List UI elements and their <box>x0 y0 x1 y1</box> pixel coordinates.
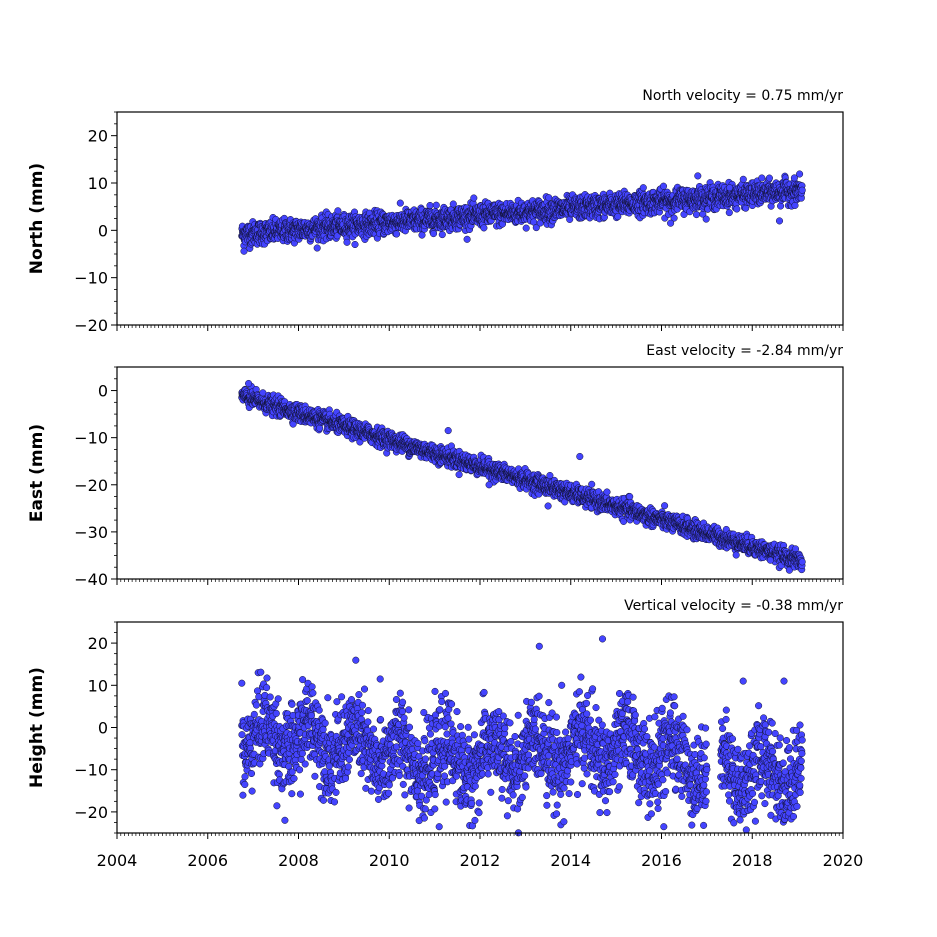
data-point <box>393 230 401 238</box>
data-point <box>739 175 747 183</box>
data-point <box>418 231 426 239</box>
data-point <box>765 174 773 182</box>
scatter-series-2 <box>238 379 806 574</box>
data-point <box>240 247 248 255</box>
data-point <box>661 502 669 510</box>
data-point <box>588 480 596 488</box>
data-point <box>702 215 710 223</box>
data-point <box>313 244 321 252</box>
data-point <box>396 199 404 207</box>
data-point <box>742 204 750 212</box>
data-point <box>545 194 553 202</box>
velocity-title: North velocity = 0.75 mm/yr <box>642 88 843 104</box>
data-point <box>449 200 457 208</box>
y-tick-label: 20 <box>88 127 108 146</box>
data-point <box>667 219 675 227</box>
data-point <box>777 202 785 210</box>
data-point <box>725 209 733 217</box>
data-point <box>639 184 647 192</box>
data-point <box>438 231 446 239</box>
data-point <box>726 184 734 192</box>
y-tick-label: −10 <box>74 269 108 288</box>
data-point <box>758 174 766 182</box>
data-point <box>692 211 701 219</box>
data-point <box>603 488 611 496</box>
data-point <box>480 224 488 232</box>
data-point <box>775 217 784 225</box>
y-tick-label: −20 <box>74 316 108 335</box>
data-point <box>694 172 702 180</box>
data-point <box>429 230 438 238</box>
y-axis-label: North (mm) <box>27 163 47 274</box>
data-point <box>522 224 530 232</box>
y-tick-label: 0 <box>98 221 108 240</box>
data-point <box>798 186 806 194</box>
data-point <box>426 201 434 210</box>
data-point <box>463 235 471 243</box>
data-point <box>455 471 463 479</box>
panel-1: −20 −10 0 10 20 North velocity = 0.75 mm/yr No… <box>27 88 844 335</box>
data-point <box>432 201 440 209</box>
data-point <box>343 238 351 246</box>
data-point <box>470 194 478 202</box>
y-tick-label: 10 <box>88 174 108 193</box>
data-point <box>659 182 668 190</box>
data-point <box>733 205 741 213</box>
scatter-series-1 <box>238 170 806 255</box>
data-point <box>316 424 324 432</box>
data-point <box>334 207 342 215</box>
data-point <box>351 240 359 249</box>
data-point <box>796 170 804 178</box>
